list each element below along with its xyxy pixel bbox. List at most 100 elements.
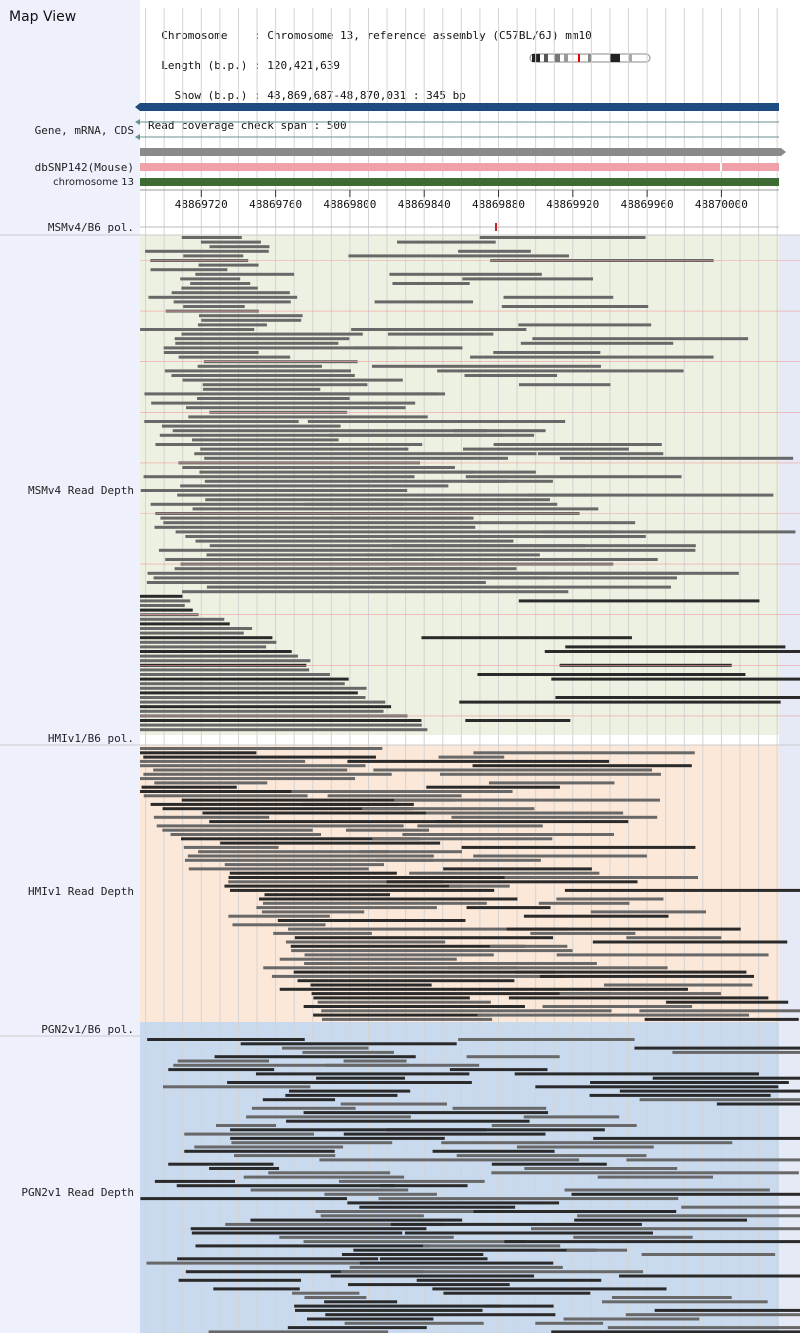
read-bar <box>154 1179 235 1183</box>
read-bar <box>174 567 517 571</box>
read-bar <box>224 863 384 867</box>
read-bar <box>716 1102 800 1106</box>
read-bar <box>462 277 594 281</box>
read-bar <box>150 268 228 272</box>
read-bar <box>330 1274 535 1278</box>
read-bar <box>175 341 339 345</box>
read-bar <box>250 1188 409 1192</box>
read-bar <box>535 1085 779 1089</box>
read-bar <box>171 374 355 377</box>
read-bar <box>231 1141 393 1145</box>
read-bar <box>268 1171 391 1175</box>
read-bar <box>477 1013 750 1017</box>
read-bar <box>438 755 505 759</box>
read-bar <box>198 263 259 267</box>
read-bar <box>168 1068 275 1072</box>
read-bar <box>195 1244 431 1248</box>
read-bar <box>380 1184 468 1188</box>
read-bar <box>359 1205 516 1209</box>
read-bar <box>555 696 800 699</box>
read-bar <box>458 249 531 253</box>
read-bar <box>180 484 449 488</box>
read-bar <box>456 962 597 965</box>
read-bar <box>303 1005 525 1008</box>
read-bar <box>140 636 273 640</box>
read-bar <box>404 1231 653 1235</box>
read-bar <box>369 576 549 580</box>
read-bar <box>256 906 437 910</box>
read-bar <box>378 1197 679 1201</box>
read-bar <box>140 719 422 722</box>
read-bar <box>168 1162 274 1166</box>
read-bar <box>574 1218 748 1222</box>
read-bar <box>174 337 350 341</box>
read-bar <box>573 1235 693 1239</box>
read-bar <box>319 1158 580 1162</box>
read-bar <box>144 420 299 423</box>
read-bar <box>140 709 384 713</box>
read-bar <box>644 1017 799 1021</box>
chromosome-track-label: chromosome 13 <box>53 177 134 188</box>
read-bar <box>183 305 245 308</box>
read-bar <box>163 351 259 354</box>
read-bar <box>143 794 308 798</box>
read-bar <box>514 1072 759 1076</box>
read-bar <box>190 1227 427 1231</box>
right-margin <box>779 235 800 1333</box>
read-bar <box>491 1124 637 1127</box>
region-bar <box>140 148 781 156</box>
read-bar <box>273 931 372 935</box>
read-bar <box>181 236 242 239</box>
read-bar <box>443 1291 591 1295</box>
read-bar <box>293 970 555 974</box>
read-bar <box>321 1009 612 1013</box>
read-bar <box>185 1270 424 1274</box>
read-bar <box>277 919 466 922</box>
read-bar <box>566 1248 628 1252</box>
read-bar <box>146 581 486 584</box>
read-bar <box>639 1009 800 1013</box>
read-bar <box>463 447 629 451</box>
read-bar <box>170 833 321 836</box>
read-bar <box>454 429 546 433</box>
read-bar <box>165 558 658 561</box>
read-bar <box>187 854 434 858</box>
read-bar <box>577 1214 800 1218</box>
read-bar <box>310 983 432 987</box>
read-bar <box>518 599 760 603</box>
read-bar <box>452 1106 547 1110</box>
msm-pol-marker <box>495 223 497 231</box>
read-bar <box>163 521 636 525</box>
read-bar <box>194 452 537 456</box>
read-bar <box>198 850 389 854</box>
read-bar <box>432 1149 555 1153</box>
read-bar <box>140 691 358 695</box>
read-bar <box>176 1184 395 1188</box>
read-bar <box>158 548 696 552</box>
read-bar <box>230 1136 445 1140</box>
read-bar <box>140 604 185 607</box>
read-bar <box>340 1102 447 1106</box>
read-bar <box>473 854 647 858</box>
read-bar <box>204 456 508 460</box>
read-bar <box>140 700 386 704</box>
read-bar <box>607 1326 800 1330</box>
read-bar <box>681 1205 800 1209</box>
read-bar <box>456 1154 647 1158</box>
read-bar <box>449 884 510 888</box>
read-bar <box>261 910 365 914</box>
read-bar <box>209 1167 280 1170</box>
read-bar <box>153 768 348 772</box>
read-bar <box>182 466 455 469</box>
read-bar <box>666 1000 789 1004</box>
read-bar <box>232 923 326 927</box>
read-bar <box>417 824 543 828</box>
read-bar <box>140 705 392 709</box>
pgn-pol-label: PGN2v1/B6 pol. <box>41 1023 134 1036</box>
read-bar <box>287 1326 427 1330</box>
read-bar <box>641 1253 776 1256</box>
read-bar <box>504 1240 800 1244</box>
read-bar <box>243 1175 405 1179</box>
read-bar <box>466 1055 560 1059</box>
